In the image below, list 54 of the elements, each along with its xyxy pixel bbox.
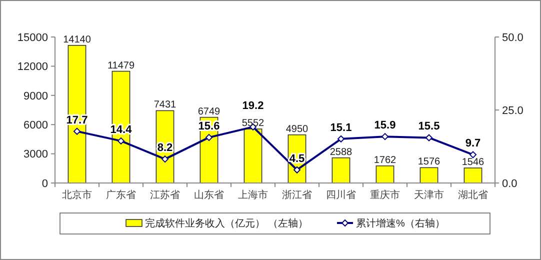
data-label: 14140 — [63, 34, 92, 46]
data-label: 4.5 — [289, 152, 305, 165]
x-tick-label: 江苏省 — [150, 189, 180, 201]
y-tick-label: 15000 — [17, 32, 48, 44]
x-tick-label: 广东省 — [106, 189, 136, 201]
bar — [68, 44, 86, 184]
legend-label: 完成软件业务收入（亿元） （左轴） — [145, 218, 308, 230]
x-tick-label: 天津市 — [414, 189, 444, 201]
point — [294, 166, 300, 174]
data-label: 11479 — [107, 60, 135, 72]
data-label: 6749 — [198, 106, 221, 118]
bar — [464, 168, 482, 184]
data-label: 15.1 — [330, 122, 352, 134]
legend-label: 累计增速%（右轴） — [356, 218, 445, 230]
x-tick-label: 上海市 — [238, 189, 268, 201]
data-label: 2588 — [330, 146, 353, 158]
x-tick-label: 四川省 — [326, 189, 356, 201]
bar — [332, 157, 350, 184]
data-label: 4950 — [286, 124, 309, 135]
bar — [420, 167, 438, 184]
data-label: 7431 — [154, 100, 177, 111]
x-tick-label: 湖北省 — [458, 189, 488, 201]
y-tick-label: 9000 — [24, 90, 48, 102]
y-tick-label: 3000 — [24, 148, 48, 161]
x-tick-label: 山东省 — [194, 189, 224, 201]
y2-tick-label: 25.0 — [502, 104, 524, 117]
y2-tick-label: 0.0 — [502, 178, 518, 190]
data-label: 5552 — [242, 118, 265, 129]
point — [470, 151, 476, 158]
y2-tick-label: 50.0 — [502, 32, 524, 44]
bar — [244, 128, 262, 184]
x-tick-label: 浙江省 — [282, 189, 312, 201]
point — [338, 135, 344, 142]
x-tick-label: 重庆市 — [370, 189, 400, 201]
data-label: 9.7 — [465, 138, 481, 150]
y-tick-label: 0 — [42, 178, 48, 190]
point — [118, 137, 124, 144]
data-label: 15.9 — [374, 120, 396, 132]
data-label: 15.5 — [418, 120, 440, 133]
data-label: 1576 — [418, 156, 441, 168]
bar — [376, 165, 394, 184]
point — [206, 134, 212, 141]
data-label: 8.2 — [157, 142, 173, 154]
data-label: 19.2 — [242, 100, 264, 112]
bar — [112, 70, 130, 184]
point — [426, 134, 432, 142]
y-tick-label: 6000 — [24, 119, 48, 132]
point — [382, 133, 388, 140]
y-tick-label: 12000 — [17, 61, 48, 74]
x-tick-label: 北京市 — [62, 189, 92, 201]
point — [74, 128, 80, 135]
data-label: 1762 — [374, 154, 397, 166]
data-label: 1546 — [462, 156, 485, 168]
point — [162, 156, 168, 163]
